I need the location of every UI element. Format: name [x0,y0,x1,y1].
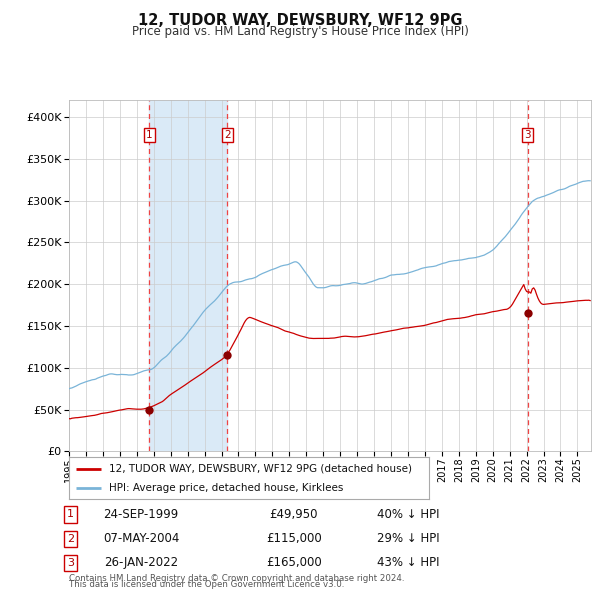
Text: 1: 1 [67,510,74,519]
Text: £49,950: £49,950 [270,508,318,521]
Text: 12, TUDOR WAY, DEWSBURY, WF12 9PG: 12, TUDOR WAY, DEWSBURY, WF12 9PG [138,13,462,28]
Text: 12, TUDOR WAY, DEWSBURY, WF12 9PG (detached house): 12, TUDOR WAY, DEWSBURY, WF12 9PG (detac… [109,464,412,474]
Text: 26-JAN-2022: 26-JAN-2022 [104,556,178,569]
Text: Contains HM Land Registry data © Crown copyright and database right 2024.: Contains HM Land Registry data © Crown c… [69,574,404,583]
Text: 43% ↓ HPI: 43% ↓ HPI [377,556,439,569]
Text: 07-MAY-2004: 07-MAY-2004 [103,532,179,545]
Text: 3: 3 [524,130,531,140]
Text: 2: 2 [67,534,74,543]
Text: 29% ↓ HPI: 29% ↓ HPI [377,532,439,545]
Text: 24-SEP-1999: 24-SEP-1999 [103,508,179,521]
Bar [149,100,227,451]
Text: Price paid vs. HM Land Registry's House Price Index (HPI): Price paid vs. HM Land Registry's House … [131,25,469,38]
Text: 2: 2 [224,130,231,140]
Text: 40% ↓ HPI: 40% ↓ HPI [377,508,439,521]
Text: £115,000: £115,000 [266,532,322,545]
Text: This data is licensed under the Open Government Licence v3.0.: This data is licensed under the Open Gov… [69,581,344,589]
Text: HPI: Average price, detached house, Kirklees: HPI: Average price, detached house, Kirk… [109,483,343,493]
Text: 1: 1 [146,130,152,140]
Text: 3: 3 [67,558,74,568]
Text: £165,000: £165,000 [266,556,322,569]
